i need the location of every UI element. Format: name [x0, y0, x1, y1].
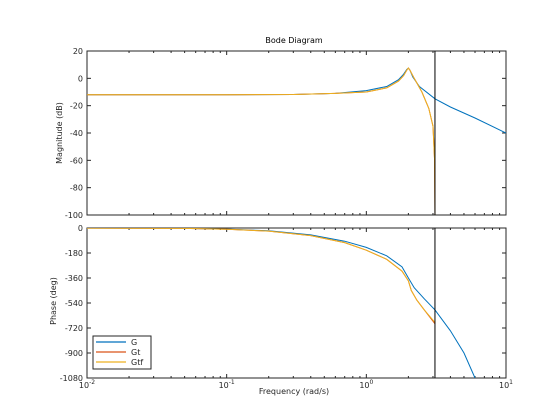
magnitude-ytick-label: -60 — [70, 156, 83, 165]
legend-label-gt: Gt — [131, 348, 140, 357]
phase-ytick-label: -720 — [65, 324, 83, 333]
magnitude-ytick-label: 20 — [73, 47, 83, 56]
x-axis-label: Frequency (rad/s) — [259, 387, 329, 396]
magnitude-axes-box — [86, 50, 507, 216]
x-tick-label: 100 — [359, 379, 373, 390]
magnitude-ytick-label: -100 — [65, 211, 83, 220]
magnitude-axis-label: Magnitude (dB) — [55, 102, 64, 164]
chart-title: Bode Diagram — [265, 36, 322, 45]
magnitude-series-gtf — [87, 67, 436, 215]
legend-entry-g: G — [96, 338, 137, 347]
magnitude-panel: 20 0 -20 -40 -60 -80 -100 — [65, 47, 507, 220]
x-tick-label: 10-2 — [79, 379, 95, 390]
phase-ytick-label: -900 — [65, 349, 83, 358]
legend-entry-gt: Gt — [96, 348, 140, 357]
phase-panel: 0 -180 -360 -540 -720 -900 -1080 — [60, 224, 507, 383]
phase-ytick-label: -540 — [65, 299, 83, 308]
magnitude-ytick-label: -40 — [70, 129, 83, 138]
magnitude-series-gt — [87, 67, 436, 215]
magnitude-ytick-label: -80 — [70, 184, 83, 193]
magnitude-series-g — [87, 67, 506, 134]
x-tick-label: 10-1 — [219, 379, 235, 390]
legend: G Gt Gtf — [92, 335, 152, 370]
x-tick-label: 101 — [499, 379, 513, 390]
phase-ytick-label: -360 — [65, 274, 83, 283]
magnitude-ytick-label: 0 — [78, 74, 83, 83]
phase-ytick-label: -180 — [65, 249, 83, 258]
phase-series-gtf — [87, 228, 436, 323]
phase-axis-label: Phase (deg) — [49, 277, 58, 325]
legend-entry-gtf: Gtf — [96, 358, 143, 367]
magnitude-ytick-label: -20 — [70, 102, 83, 111]
phase-ytick-label: -1080 — [60, 374, 83, 383]
legend-label-gtf: Gtf — [131, 358, 143, 367]
phase-ytick-label: 0 — [78, 224, 83, 233]
phase-series-gt — [87, 228, 436, 325]
legend-label-g: G — [131, 338, 137, 347]
